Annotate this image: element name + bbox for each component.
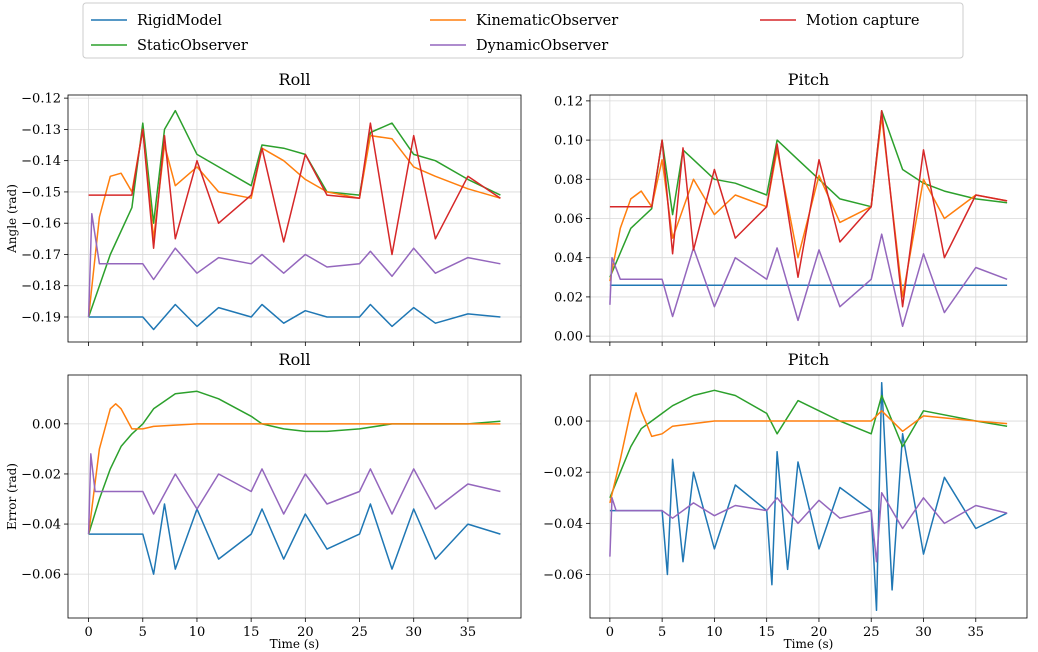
legend-label: DynamicObserver xyxy=(476,38,608,54)
y-tick-label: −0.04 xyxy=(543,517,583,532)
x-tick-label: 5 xyxy=(139,625,147,640)
x-axis-label: Time (s) xyxy=(270,637,320,651)
series-group xyxy=(87,390,501,575)
x-tick-label: 20 xyxy=(297,625,314,640)
chart-panel: 0 5 10 15 20 25 30 35 −0.06 −0.04 −0.02 0.00 Roll Err… xyxy=(5,350,522,651)
legend: RigidModel StaticObserver KinematicObserve… xyxy=(82,2,964,59)
x-tick-label: 35 xyxy=(460,625,477,640)
plot-area xyxy=(68,95,521,342)
y-tick-label: −0.02 xyxy=(543,466,583,481)
y-tick-label: −0.15 xyxy=(21,185,61,200)
series-line-rigidmodel xyxy=(609,381,1008,612)
chart-panel: −0.19 −0.18 −0.17 −0.16 −0.15 −0.14 −0.13 −0.12… xyxy=(5,70,522,346)
series-line-dynamicobserver xyxy=(87,213,501,318)
x-tick-label: 10 xyxy=(706,625,723,640)
y-tick-label: 0.00 xyxy=(554,330,583,345)
chart-panel: 0.00 0.02 0.04 0.06 0.08 0.10 0.12 Pitch xyxy=(554,70,1028,346)
y-tick-label: −0.06 xyxy=(543,568,583,583)
series-line-staticobserver xyxy=(87,390,501,535)
y-tick-label: 0.12 xyxy=(554,94,583,109)
x-tick-label: 0 xyxy=(606,625,614,640)
legend-label: KinematicObserver xyxy=(476,13,618,29)
series-line-dynamicobserver xyxy=(609,233,1008,328)
axes-frame xyxy=(589,374,1028,619)
x-tick-label: 0 xyxy=(84,625,92,640)
y-tick-label: −0.13 xyxy=(21,123,61,138)
series-line-dynamicobserver xyxy=(87,453,501,535)
series-group xyxy=(609,381,1008,612)
x-tick-label: 25 xyxy=(351,625,368,640)
series-line-motion-capture xyxy=(88,122,501,256)
series-line-rigidmodel xyxy=(88,303,501,331)
y-tick-label: 0.00 xyxy=(554,415,583,430)
y-tick-label: 0.02 xyxy=(554,290,583,305)
legend-label: StaticObserver xyxy=(137,38,248,54)
y-tick-label: −0.12 xyxy=(21,92,61,107)
series-line-dynamicobserver xyxy=(609,491,1008,563)
chart-title: Pitch xyxy=(788,350,830,369)
y-tick-label: −0.06 xyxy=(21,568,61,583)
series-line-motion-capture xyxy=(609,109,1008,308)
y-tick-label: −0.16 xyxy=(21,217,61,232)
series-line-staticobserver xyxy=(87,109,501,318)
chart-title: Pitch xyxy=(788,70,830,89)
series-group xyxy=(87,109,501,331)
y-tick-label: 0.10 xyxy=(554,134,583,149)
y-axis-label: Angle (rad) xyxy=(5,184,19,254)
legend-label: Motion capture xyxy=(806,13,919,29)
plot-area xyxy=(590,375,1027,618)
series-line-staticobserver xyxy=(609,389,1008,499)
x-tick-label: 30 xyxy=(915,625,932,640)
x-tick-label: 10 xyxy=(189,625,206,640)
panels: −0.19 −0.18 −0.17 −0.16 −0.15 −0.14 −0.13 −0.12… xyxy=(5,70,1028,651)
x-tick-label: 25 xyxy=(863,625,880,640)
axes-frame xyxy=(67,374,522,619)
x-axis-label: Time (s) xyxy=(784,637,834,651)
axes-frame xyxy=(67,94,522,343)
y-tick-label: 0.06 xyxy=(554,212,583,227)
y-tick-label: −0.02 xyxy=(21,467,61,482)
y-axis-label: Error (rad) xyxy=(5,463,19,530)
series-line-rigidmodel xyxy=(88,503,501,575)
x-tick-label: 15 xyxy=(243,625,260,640)
y-tick-label: 0.08 xyxy=(554,173,583,188)
x-tick-label: 20 xyxy=(811,625,828,640)
plot-area xyxy=(68,375,521,618)
y-tick-label: −0.18 xyxy=(21,279,61,294)
x-tick-label: 35 xyxy=(967,625,984,640)
legend-label: RigidModel xyxy=(137,13,222,29)
chart-panel: 0 5 10 15 20 25 30 35 −0.06 −0.04 −0.02 0.00 Pitch Ti… xyxy=(543,350,1028,651)
series-group xyxy=(609,109,1008,328)
x-tick-label: 30 xyxy=(405,625,422,640)
legend-frame xyxy=(82,2,964,59)
y-tick-label: −0.04 xyxy=(21,518,61,533)
series-line-staticobserver xyxy=(609,109,1008,278)
x-tick-label: 15 xyxy=(758,625,775,640)
series-line-kinematicobserver xyxy=(87,128,501,318)
y-tick-label: 0.04 xyxy=(554,251,583,266)
series-line-kinematicobserver xyxy=(609,392,1008,504)
chart-title: Roll xyxy=(279,350,311,369)
x-tick-label: 5 xyxy=(658,625,666,640)
y-tick-label: 0.00 xyxy=(32,417,61,432)
series-line-kinematicobserver xyxy=(87,403,501,535)
y-tick-label: −0.14 xyxy=(21,154,61,169)
y-tick-label: −0.17 xyxy=(21,248,61,263)
y-tick-label: −0.19 xyxy=(21,310,61,325)
chart-title: Roll xyxy=(279,70,311,89)
